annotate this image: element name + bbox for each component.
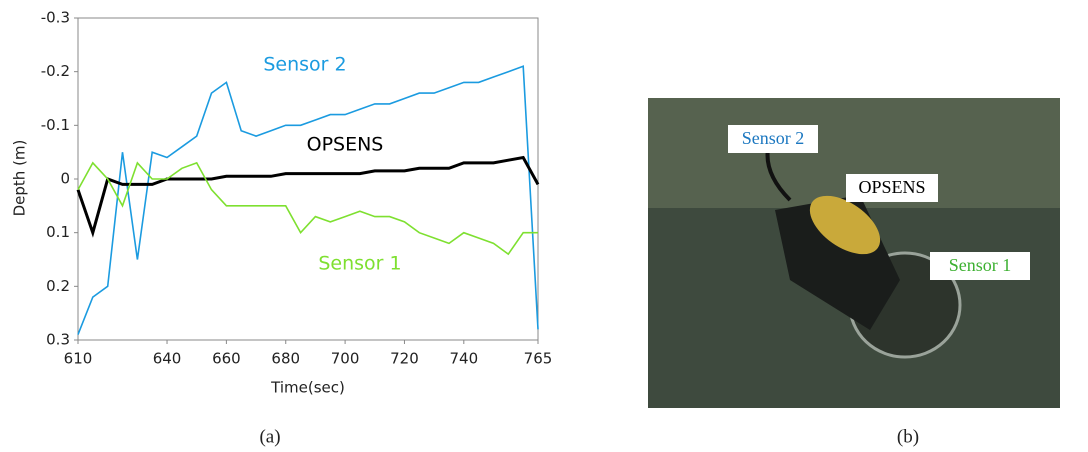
photo: Sensor 2 OPSENS Sensor 1	[648, 98, 1060, 408]
label-box	[846, 174, 938, 202]
series-label: OPSENS	[307, 134, 384, 156]
label-box	[930, 252, 1030, 280]
series-line	[77, 161, 538, 256]
y-tick-label: -0.3	[41, 9, 70, 27]
caption: (a)	[259, 426, 280, 447]
series-label: Sensor 2	[263, 54, 346, 76]
y-tick-label: -0.2	[41, 62, 70, 80]
photo-label: OPSENS	[858, 177, 925, 197]
x-tick-label: 765	[524, 350, 553, 368]
series-label: Sensor 1	[318, 253, 401, 275]
label-box	[728, 125, 818, 153]
opsens-body	[809, 195, 881, 255]
y-tick-label: 0.1	[46, 223, 70, 241]
x-tick-label: 610	[64, 350, 93, 368]
x-tick-label: 740	[449, 350, 478, 368]
y-tick-label: 0.2	[46, 277, 70, 295]
x-axis-label: Time(sec)	[270, 379, 345, 397]
series-line	[77, 65, 539, 335]
series-line	[76, 155, 540, 238]
y-axis-label: Depth (m)	[11, 140, 29, 217]
y-tick-label: -0.1	[41, 116, 70, 134]
x-tick-label: 660	[212, 350, 241, 368]
x-tick-label: 700	[331, 350, 360, 368]
x-tick-label: 720	[390, 350, 419, 368]
y-tick-label: 0	[60, 170, 70, 188]
x-tick-label: 640	[153, 350, 182, 368]
caption: (b)	[897, 426, 919, 447]
y-tick-label: 0.3	[46, 331, 70, 349]
photo-label: Sensor 1	[949, 255, 1012, 275]
x-tick-label: 680	[271, 350, 300, 368]
photo-label: Sensor 2	[742, 128, 805, 148]
